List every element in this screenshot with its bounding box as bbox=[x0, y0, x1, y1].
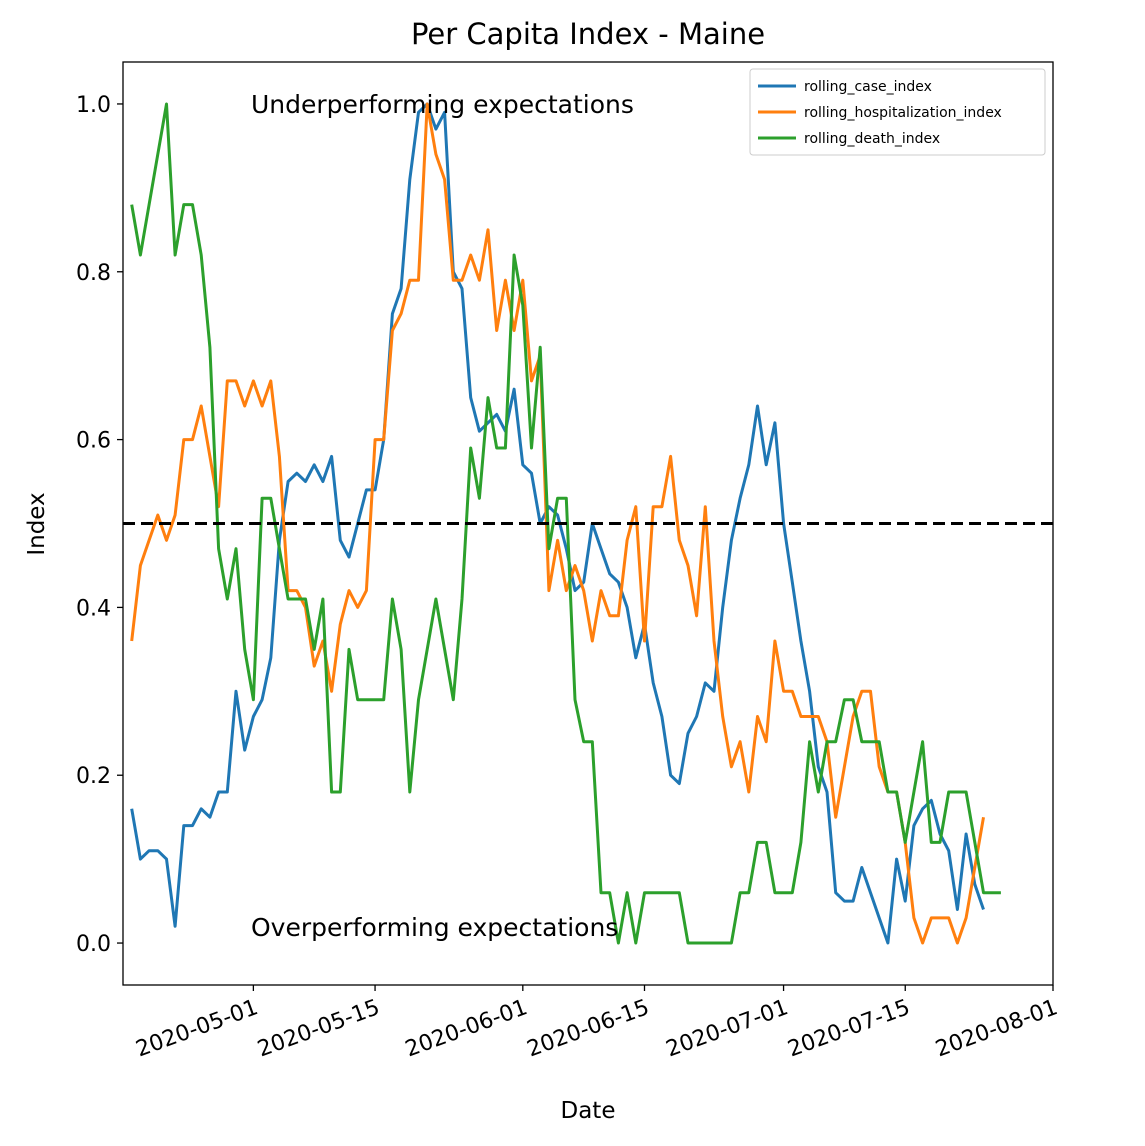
legend: rolling_case_index rolling_hospitalizatio… bbox=[749, 68, 1046, 156]
y-tick-label: 1.0 bbox=[76, 93, 111, 118]
x-tick-label: 2020-06-01 bbox=[402, 995, 531, 1062]
y-tick-label: 0.6 bbox=[76, 429, 111, 454]
legend-label-2: rolling_death_index bbox=[804, 131, 940, 147]
series-layer bbox=[130, 102, 1001, 945]
y-axis: 0.0 0.2 0.4 0.6 0.8 1.0 bbox=[76, 93, 123, 957]
series-line-2 bbox=[130, 102, 1001, 945]
annotation-overperforming: Overperforming expectations bbox=[251, 913, 618, 942]
series-line-0 bbox=[130, 102, 985, 945]
x-tick-label: 2020-07-01 bbox=[663, 995, 792, 1062]
y-tick-label: 0.0 bbox=[76, 932, 111, 957]
chart-title: Per Capita Index - Maine bbox=[411, 17, 765, 51]
x-axis-label: Date bbox=[561, 1098, 616, 1124]
x-tick-label: 2020-06-15 bbox=[524, 995, 653, 1062]
x-tick-label: 2020-07-15 bbox=[785, 995, 914, 1062]
legend-label-0: rolling_case_index bbox=[804, 79, 932, 95]
annotation-underperforming: Underperforming expectations bbox=[251, 90, 634, 119]
x-tick-label: 2020-05-15 bbox=[254, 995, 383, 1062]
y-tick-label: 0.4 bbox=[76, 596, 111, 621]
y-tick-label: 0.8 bbox=[76, 261, 111, 286]
series-line-1 bbox=[130, 102, 985, 945]
legend-label-1: rolling_hospitalization_index bbox=[804, 105, 1002, 121]
x-tick-label: 2020-05-01 bbox=[133, 995, 262, 1062]
y-axis-label: Index bbox=[24, 492, 50, 555]
y-tick-label: 0.2 bbox=[76, 764, 111, 789]
legend-box bbox=[749, 68, 1046, 156]
x-tick-label: 2020-08-01 bbox=[932, 995, 1061, 1062]
